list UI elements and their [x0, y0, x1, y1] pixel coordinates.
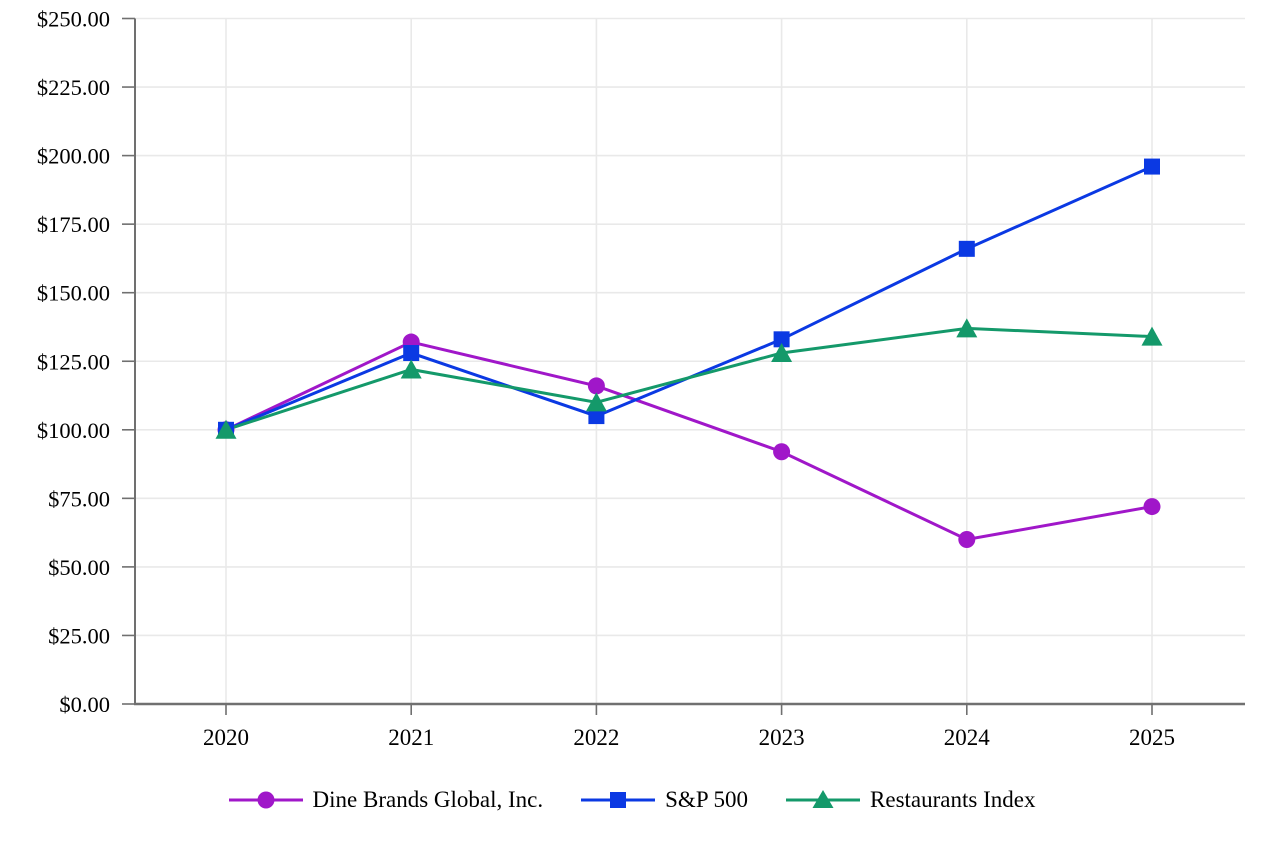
legend-swatch-triangle-icon [786, 790, 861, 808]
data-point-circle [773, 443, 791, 461]
y-tick-label: $225.00 [37, 75, 110, 100]
data-point-square [403, 345, 420, 362]
legend-item-restaurants-index: Restaurants Index [786, 780, 1035, 820]
x-tick-label: 2023 [759, 725, 805, 750]
legend-swatch-circle-icon [228, 791, 303, 809]
y-tick-label: $50.00 [48, 555, 110, 580]
data-point-triangle [771, 343, 793, 363]
x-tick-label: 2021 [388, 725, 434, 750]
y-tick-label: $250.00 [37, 7, 110, 32]
y-tick-label: $200.00 [37, 144, 110, 169]
data-point-circle [587, 377, 605, 395]
series-line [225, 340, 1153, 542]
legend-item-sp500: S&P 500 [581, 780, 748, 820]
y-tick-label: $25.00 [48, 623, 110, 648]
legend-swatch-square-icon [581, 792, 656, 808]
y-tick-label: $100.00 [37, 418, 110, 443]
y-tick-label: $0.00 [59, 692, 110, 717]
series-line [225, 326, 1153, 432]
y-tick-label: $150.00 [37, 281, 110, 306]
x-tick-label: 2025 [1129, 725, 1175, 750]
x-tick-label: 2024 [944, 725, 991, 750]
data-point-square [958, 240, 975, 257]
data-point-square [1144, 158, 1160, 175]
legend-item-dine-brands: Dine Brands Global, Inc. [228, 780, 544, 820]
legend-label-dine-brands: Dine Brands Global, Inc. [312, 787, 544, 812]
series-line [225, 165, 1153, 432]
x-tick-label: 2022 [573, 725, 619, 750]
y-tick-label: $125.00 [37, 349, 110, 374]
data-point-triangle [956, 318, 978, 338]
data-point-circle [1143, 498, 1161, 516]
chart-legend: Dine Brands Global, Inc. S&P 500 Restaur… [0, 780, 1264, 820]
y-tick-label: $175.00 [37, 212, 110, 237]
data-point-square [588, 408, 605, 425]
performance-line-chart: $0.00 $25.00 $50.00 $75.00 $100.00 $125.00 $15… [37, 7, 1245, 750]
x-tick-label: 2020 [203, 725, 249, 750]
data-point-triangle [585, 392, 607, 412]
legend-label-restaurants-index: Restaurants Index [870, 787, 1036, 812]
data-point-triangle [215, 419, 237, 439]
data-point-square [773, 331, 790, 348]
data-point-triangle [1141, 326, 1163, 346]
legend-label-sp500: S&P 500 [665, 787, 749, 812]
data-point-triangle [400, 359, 422, 379]
y-tick-label: $75.00 [48, 486, 110, 511]
data-point-circle [958, 530, 976, 548]
